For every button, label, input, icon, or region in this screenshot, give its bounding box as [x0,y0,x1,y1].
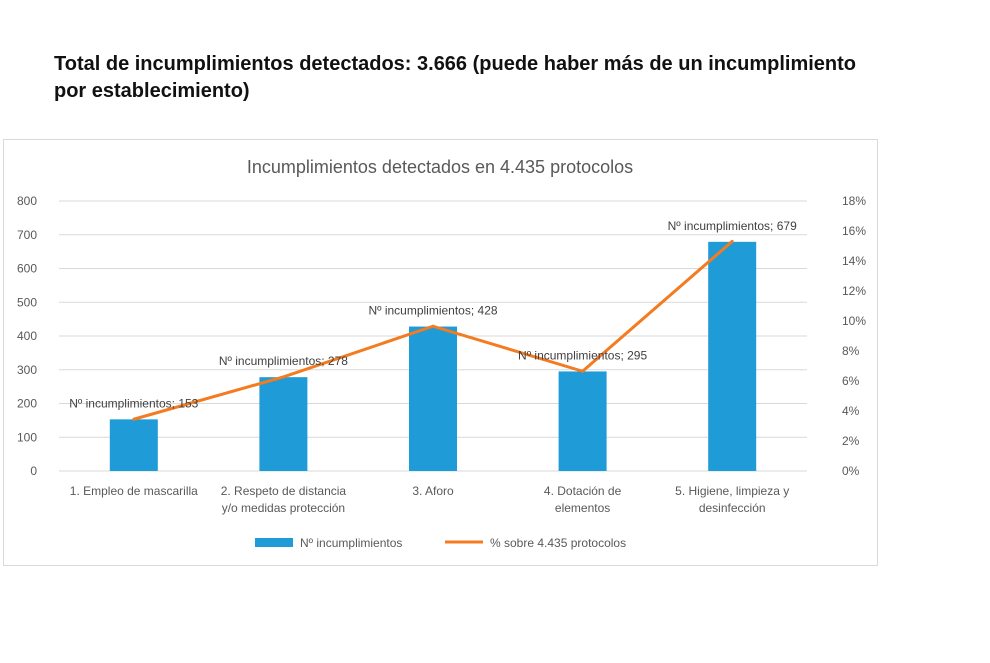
left-tick-label: 300 [17,363,37,377]
bar [558,371,607,471]
category-label: 3. Aforo [412,484,454,498]
data-label: Nº incumplimientos; 295 [518,348,647,362]
right-tick-label: 8% [842,344,860,358]
page-headline: Total de incumplimientos detectados: 3.6… [54,53,857,102]
data-label: Nº incumplimientos; 428 [368,304,497,318]
left-tick-label: 700 [17,228,37,242]
category-label: 2. Respeto de distancia [221,484,347,498]
category-label: desinfección [699,501,766,515]
left-tick-label: 100 [17,430,37,444]
line-series [132,239,734,421]
left-axis-ticks: 0 100 200 300 400 500 600 700 800 [17,194,37,478]
left-tick-label: 600 [17,262,37,276]
data-label: Nº incumplimientos; 679 [668,219,797,233]
right-tick-label: 16% [842,224,866,238]
right-axis-ticks: 0% 2% 4% 6% 8% 10% 12% 14% 16% 18% [842,194,866,478]
category-label: elementos [555,501,610,515]
category-label: 5. Higiene, limpieza y [675,484,789,498]
line-point [431,324,435,328]
line-point [581,369,585,373]
line-point [730,239,734,243]
left-tick-label: 200 [17,397,37,411]
left-tick-label: 800 [17,194,37,208]
right-tick-label: 4% [842,404,860,418]
left-tick-label: 400 [17,329,37,343]
data-label: Nº incumplimientos; 278 [219,354,348,368]
bar-series [109,241,757,471]
legend-label-bars: Nº incumplimientos [300,536,402,550]
data-label: Nº incumplimientos; 153 [69,396,198,410]
category-label: 1. Empleo de mascarilla [70,484,198,498]
chart-frame: Incumplimientos detectados en 4.435 prot… [3,139,878,566]
chart-title: Incumplimientos detectados en 4.435 prot… [247,157,633,177]
right-tick-label: 6% [842,374,860,388]
right-tick-label: 18% [842,194,866,208]
right-tick-label: 14% [842,254,866,268]
category-label: y/o medidas protección [222,501,345,515]
right-tick-label: 2% [842,434,860,448]
bar [109,419,158,471]
bar [259,377,308,471]
right-tick-label: 10% [842,314,866,328]
right-tick-label: 0% [842,464,860,478]
bar [708,241,757,471]
right-tick-label: 12% [842,284,866,298]
category-labels: 1. Empleo de mascarilla 2. Respeto de dis… [70,484,789,515]
legend-label-line: % sobre 4.435 protocolos [490,536,626,550]
combo-chart: Incumplimientos detectados en 4.435 prot… [17,157,866,550]
line-point [132,417,136,421]
legend-swatch-bars [255,538,293,547]
left-tick-label: 500 [17,295,37,309]
legend: Nº incumplimientos % sobre 4.435 protoco… [255,536,626,550]
line-point [281,375,285,379]
bar [409,326,457,471]
category-label: 4. Dotación de [544,484,622,498]
left-tick-label: 0 [30,464,37,478]
data-labels: Nº incumplimientos; 153 Nº incumplimiento… [69,219,797,411]
